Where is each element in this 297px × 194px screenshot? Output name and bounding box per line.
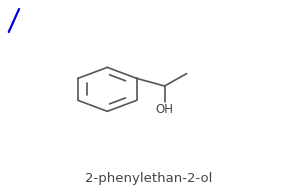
Text: 2-phenylethan-2-ol: 2-phenylethan-2-ol: [85, 172, 212, 185]
Text: OH: OH: [156, 103, 173, 116]
